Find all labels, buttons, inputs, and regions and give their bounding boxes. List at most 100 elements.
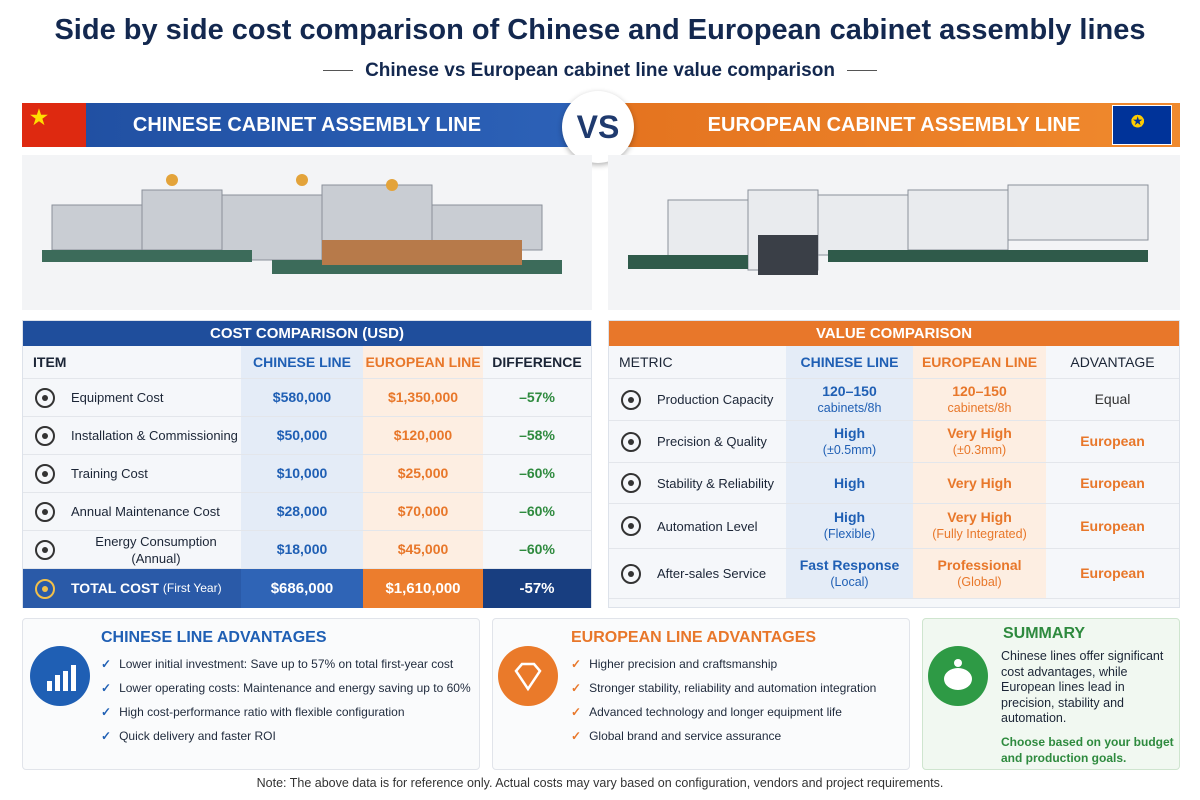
cell-text: $70,000 (397, 503, 449, 519)
cost-cell: –60% (483, 531, 591, 568)
value-row: After-sales Service Fast Response (Local) P… (609, 549, 1179, 599)
cell-subtext: (Local) (830, 574, 869, 589)
chinese-cell: High (±0.5mm) (786, 421, 913, 462)
cell-text: $580,000 (272, 389, 332, 405)
banner-left: ★ CHINESE CABINET ASSEMBLY LINE (22, 103, 592, 147)
cell-text: 120–150 (952, 382, 1007, 399)
item-label: Annual Maintenance Cost (23, 493, 241, 530)
cell-text: –57% (519, 389, 555, 405)
value-row: Precision & Quality High (±0.5mm) Very High… (609, 421, 1179, 463)
chinese-advantages-title: CHINESE LINE ADVANTAGES (101, 629, 327, 646)
cell-text: $10,000 (276, 465, 328, 481)
cost-row: Annual Maintenance Cost $28,000 $70,000 –60… (23, 493, 591, 531)
cell-text: $50,000 (276, 427, 328, 443)
banner-right: EUROPEAN CABINET ASSEMBLY LINE ✪ (608, 103, 1180, 147)
cell-text: High (833, 509, 866, 525)
advantage-item: Quick delivery and faster ROI (101, 724, 471, 748)
value-header-row: METRIC CHINESE LINE EUROPEAN LINE ADVANTAGE (609, 346, 1179, 379)
cost-cell: $28,000 (241, 493, 363, 530)
cell-text: 120–150 (822, 382, 877, 399)
advantage-item: Global brand and service assurance (571, 724, 876, 748)
item-label: Installation & Commissioning (23, 417, 241, 454)
summary-title: SUMMARY (1003, 625, 1086, 642)
cell-text: $18,000 (276, 541, 328, 557)
summary-text: Chinese lines offer significant cost adv… (1001, 649, 1164, 725)
title: Side by side cost comparison of Chinese … (54, 14, 1146, 46)
cost-cell: –58% (483, 417, 591, 454)
cell-text: Automation Level (657, 518, 758, 534)
chinese-cell: High (Flexible) (786, 504, 913, 548)
value-row: Production Capacity 120–150 cabinets/8h 120… (609, 379, 1179, 421)
row-icon (35, 387, 55, 408)
total-note: (First Year) (162, 581, 222, 595)
diamond-icon (498, 646, 558, 706)
summary-emphasis: Choose based on your budget and producti… (1001, 735, 1174, 765)
metric-label: Production Capacity (609, 379, 786, 420)
advantage-cell: European (1080, 565, 1145, 581)
banner-right-text: EUROPEAN CABINET ASSEMBLY LINE (707, 113, 1081, 136)
european-cell: Very High (±0.3mm) (913, 421, 1046, 462)
cell-text: High (833, 424, 866, 441)
advantage-item: Stronger stability, reliability and auto… (571, 676, 876, 700)
cell-text: $1,350,000 (387, 389, 459, 405)
cost-cell: $25,000 (363, 455, 483, 492)
metric-label: After-sales Service (609, 549, 786, 598)
cost-cell: –60% (483, 455, 591, 492)
european-cell: Very High (913, 463, 1046, 503)
row-icon (621, 563, 641, 584)
row-icon (621, 473, 641, 493)
cell-text: Very High (947, 474, 1012, 491)
cost-row: Energy Consumption (Annual) $18,000 $45,00… (23, 531, 591, 569)
european-cell: 120–150 cabinets/8h (913, 379, 1046, 420)
total-value: $1,610,000 (363, 569, 483, 608)
cost-cell: $45,000 (363, 531, 483, 568)
flag-eu: ✪ (1112, 105, 1172, 145)
cost-row: Equipment Cost $580,000 $1,350,000 –57% (23, 379, 591, 417)
row-icon (35, 501, 55, 522)
chinese-cell: 120–150 cabinets/8h (786, 379, 913, 420)
vs-badge: VS (562, 91, 634, 163)
value-row: Automation Level High (Flexible) Very High (… (609, 504, 1179, 549)
cell-subtext: cabinets/8h (817, 400, 882, 415)
total-value: $686,000 (241, 569, 363, 608)
cell-subtext: (Flexible) (823, 527, 876, 541)
chart-icon (30, 646, 90, 706)
total-label-text: TOTAL COST (71, 580, 159, 596)
cell-subtext: (±0.5mm) (822, 442, 877, 457)
metric-label: Precision & Quality (609, 421, 786, 462)
flag-china: ★ (22, 103, 86, 147)
column-header: METRIC (619, 353, 673, 370)
metric-label: Stability & Reliability (609, 463, 786, 503)
cell-text: Installation & Commissioning (71, 428, 238, 443)
cost-row: Installation & Commissioning $50,000 $120,… (23, 417, 591, 455)
value-row: Stability & Reliability High Very High Euro… (609, 463, 1179, 504)
item-label: Training Cost (23, 455, 241, 492)
column-header: CHINESE LINE (241, 346, 363, 378)
chinese-cell: High (786, 463, 913, 503)
summary: SUMMARY Chinese lines offer significant … (922, 618, 1180, 770)
cost-cell: –60% (483, 493, 591, 530)
cell-text: Fast Response (799, 556, 900, 573)
cell-text: Energy Consumption (Annual) (95, 533, 217, 566)
advantage-cell: European (1080, 474, 1145, 491)
cost-table: COST COMPARISON (USD) ITEM CHINESE LINE EU… (22, 320, 592, 608)
cell-text: $28,000 (276, 503, 328, 519)
row-icon (35, 463, 55, 484)
cell-subtext: (±0.3mm) (952, 442, 1007, 457)
cell-text: $120,000 (393, 427, 453, 443)
row-icon (35, 425, 55, 446)
cell-text: High (833, 474, 866, 491)
cell-text: Training Cost (71, 466, 148, 481)
cell-subtext: (Fully Integrated) (932, 527, 1027, 541)
cell-text: Very High (947, 424, 1012, 441)
cost-cell: $18,000 (241, 531, 363, 568)
column-header: DIFFERENCE (492, 353, 582, 370)
column-header: EUROPEAN LINE (363, 346, 483, 378)
image-european-line (608, 155, 1180, 310)
advantage-cell: European (1080, 517, 1145, 534)
total-row: TOTAL COST (First Year) $686,000 $1,610,000… (23, 569, 591, 608)
european-advantages: EUROPEAN LINE ADVANTAGES Higher precisio… (492, 618, 910, 770)
cell-subtext: (Global) (957, 574, 1002, 589)
european-advantages-title: EUROPEAN LINE ADVANTAGES (571, 629, 817, 646)
